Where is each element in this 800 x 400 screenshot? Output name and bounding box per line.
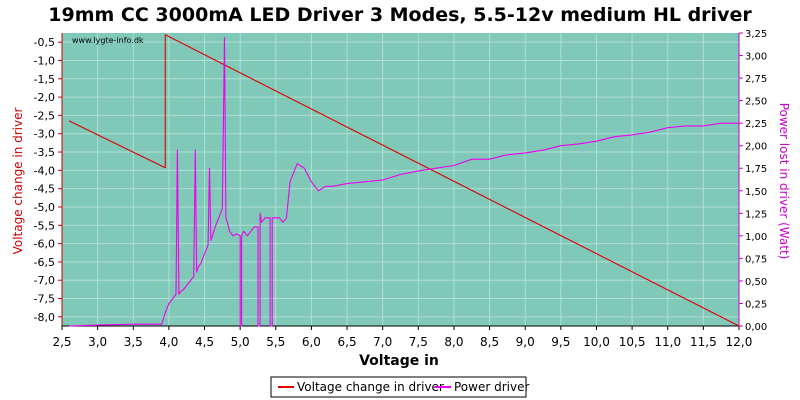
legend-box (270, 376, 527, 398)
y-left-tick-label: -4,0 (34, 164, 55, 177)
y-left-tick-label: -5,5 (34, 219, 55, 232)
y-right-tick-label: 0,00 (745, 322, 767, 333)
y-right-tick-label: 1,00 (745, 232, 767, 243)
x-tick-label: 9,0 (516, 335, 535, 349)
x-tick-label: 5,0 (231, 335, 250, 349)
y-right-tick-label: 0,25 (745, 299, 767, 310)
y-right-tick-label: 2,25 (745, 119, 767, 130)
y-right-tick-label: 1,75 (745, 164, 767, 175)
series-voltage-change-line (68, 34, 740, 327)
y-right-tick-label: 0,75 (745, 254, 767, 265)
y-right-tick-label: 3,00 (745, 52, 767, 63)
y-left-tick-label: -1,5 (34, 73, 55, 86)
y-left-tick-label: -8,0 (34, 311, 55, 324)
x-tick-label: 11,5 (690, 335, 717, 349)
y-right-tick-label: 0,50 (745, 277, 767, 288)
y-left-tick-label: -6,5 (34, 256, 55, 269)
y-right-tick-label: 2,00 (745, 142, 767, 153)
x-tick-label: 10,0 (583, 335, 610, 349)
grid-lines (61, 33, 740, 326)
series-layer (68, 34, 740, 327)
chart-title: 19mm CC 3000mA LED Driver 3 Modes, 5.5-1… (48, 4, 752, 26)
y-left-tick-label: -4,5 (34, 183, 55, 196)
y-left-tick-label: -2,5 (34, 109, 55, 122)
y-right-tick-label: 2,75 (745, 74, 767, 85)
x-tick-label: 11,0 (654, 335, 681, 349)
legend-label-voltage-change: Voltage change in driver (297, 380, 444, 394)
y-left-tick-label: -3,0 (34, 128, 55, 141)
y-left-tick-label: -7,0 (34, 274, 55, 287)
y-left-axis-label: Voltage change in driver (11, 108, 25, 255)
axes: 2,5 3,0 3,5 4,0 4,5 5,0 5,5 6,0 6,5 7,0 7,5 8,0 8,5 9… (34, 29, 768, 349)
y-right-axis-label: Power lost in driver (Watt) (777, 103, 791, 260)
x-tick-label: 4,5 (195, 335, 214, 349)
watermark: www.lygte-info.dk (72, 36, 144, 45)
y-right-tick-label: 3,25 (745, 29, 767, 40)
y-left-tick-label: -6,0 (34, 238, 55, 251)
y-right-tick-label: 2,50 (745, 97, 767, 108)
x-tick-label: 9,5 (551, 335, 570, 349)
plot-area (62, 33, 739, 326)
x-tick-label: 3,0 (88, 335, 107, 349)
x-tick-label: 10,5 (619, 335, 646, 349)
y-right-tick-label: 1,25 (745, 209, 767, 220)
x-tick-label: 6,0 (302, 335, 321, 349)
x-tick-label: 2,5 (52, 335, 71, 349)
x-tick-label: 8,5 (480, 335, 499, 349)
y-right-tick-label: 1,50 (745, 187, 767, 198)
x-tick-label: 4,0 (159, 335, 178, 349)
x-tick-label: 7,5 (409, 335, 428, 349)
x-tick-label: 6,5 (338, 335, 357, 349)
y-left-tick-label: -3,5 (34, 146, 55, 159)
x-tick-label: 3,5 (124, 335, 143, 349)
series-power-line (69, 36, 739, 327)
y-left-tick-label: -5,0 (34, 201, 55, 214)
y-left-tick-label: -1,0 (34, 54, 55, 67)
y-left-tick-label: -2,0 (34, 91, 55, 104)
x-axis-label: Voltage in (359, 353, 439, 369)
x-tick-label: 5,5 (266, 335, 285, 349)
y-left-tick-label: -0,5 (34, 36, 55, 49)
x-tick-label: 8,0 (444, 335, 463, 349)
legend-label-power: Power driver (454, 380, 529, 394)
x-tick-label: 7,0 (373, 335, 392, 349)
y-left-tick-label: -7,5 (34, 293, 55, 306)
legend: Voltage change in driver Power driver (270, 376, 529, 398)
x-tick-label: 12,0 (726, 335, 753, 349)
